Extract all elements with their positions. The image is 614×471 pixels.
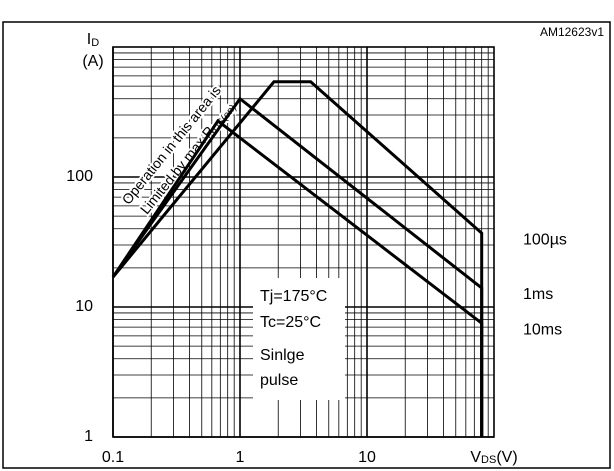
y-label-sub: D bbox=[91, 37, 99, 49]
series-label: 10ms bbox=[523, 321, 562, 338]
condition-text: pulse bbox=[260, 372, 298, 389]
x-tick-label: 0.1 bbox=[102, 449, 124, 466]
y-axis-unit: (A) bbox=[82, 53, 103, 70]
x-tick-label: 10 bbox=[358, 449, 376, 466]
plot-border bbox=[112, 46, 495, 438]
y-label-main: I bbox=[87, 31, 91, 48]
y-tick-label: 100 bbox=[66, 168, 93, 185]
conditions-box bbox=[253, 278, 345, 400]
y-tick-label: 10 bbox=[75, 298, 93, 315]
x-tick-label: 1 bbox=[236, 449, 245, 466]
x-label-sub: DS bbox=[481, 454, 496, 466]
x-axis-label: VDS(V) bbox=[470, 449, 517, 466]
series-line bbox=[111, 118, 484, 437]
x-label-main: V bbox=[470, 449, 481, 466]
series-label: 100µs bbox=[523, 231, 567, 248]
figure-code: AM12623v1 bbox=[540, 25, 604, 39]
condition-text: Sinlge bbox=[260, 347, 305, 364]
condition-text: Tc=25°C bbox=[260, 314, 321, 331]
series-label: 1ms bbox=[523, 286, 553, 303]
y-axis-label: ID bbox=[87, 31, 99, 49]
condition-text: Tj=175°C bbox=[260, 288, 327, 305]
x-label-unit: (V) bbox=[496, 449, 517, 466]
y-tick-label: 1 bbox=[84, 428, 93, 445]
